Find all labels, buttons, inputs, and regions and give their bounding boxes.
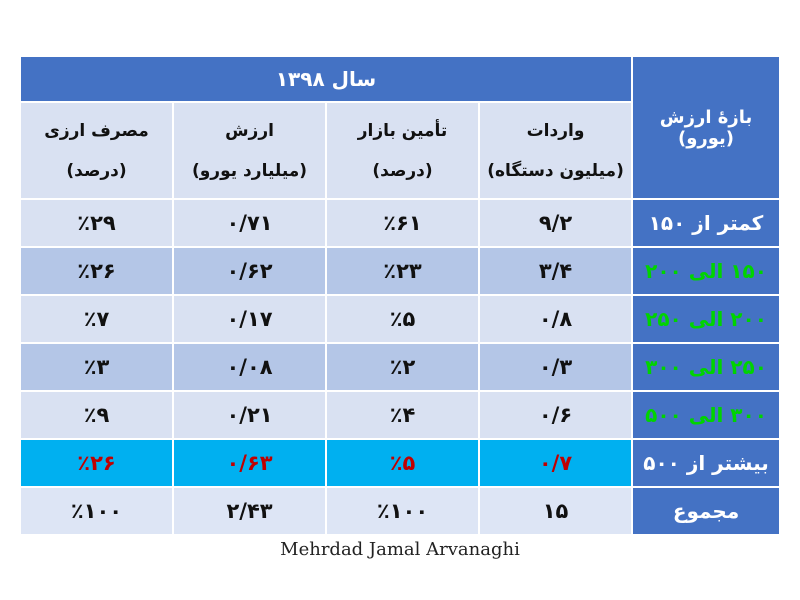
import-value-table: بازهٔ ارزش (یورو) سال ۱۳۹۸ واردات (میلیون… (18, 55, 782, 536)
table-row: ۲۵۰ الی ۳۰۰ ۰/۳ ٪۲ ۰/۰۸ ٪۳ (18, 342, 782, 392)
author-credit: Mehrdad Jamal Arvanaghi (280, 539, 520, 560)
table-cell: ٪۱۰۰ (325, 486, 481, 536)
col-header-imports: واردات (میلیون دستگاه) (478, 101, 634, 200)
table-cell: ۹/۲ (478, 198, 634, 248)
table-row: ۲۰۰ الی ۲۵۰ ۰/۸ ٪۵ ۰/۱۷ ٪۷ (18, 294, 782, 344)
table-cell: ۲/۴۳ (172, 486, 328, 536)
table-cell: ٪۲۶ (18, 438, 175, 488)
table-cell: ٪۵ (325, 438, 481, 488)
range-label: ۲۰۰ الی ۲۵۰ (631, 294, 782, 344)
table-cell: ۰/۷ (478, 438, 634, 488)
table-cell: ٪۲۹ (18, 198, 175, 248)
table-cell: ۰/۶ (478, 390, 634, 440)
table-cell: ٪۲۳ (325, 246, 481, 296)
table-cell: ٪۳ (18, 342, 175, 392)
table-cell: ٪۷ (18, 294, 175, 344)
range-label: ۲۵۰ الی ۳۰۰ (631, 342, 782, 392)
table-cell: ۰/۰۸ (172, 342, 328, 392)
table-cell: ۰/۸ (478, 294, 634, 344)
table-cell: ٪۱۰۰ (18, 486, 175, 536)
table-cell: ٪۵ (325, 294, 481, 344)
table-cell: ٪۲ (325, 342, 481, 392)
table-cell: ٪۹ (18, 390, 175, 440)
table-row-total: مجموع ۱۵ ٪۱۰۰ ۲/۴۳ ٪۱۰۰ (18, 486, 782, 536)
range-label: ۳۰۰ الی ۵۰۰ (631, 390, 782, 440)
table-cell: ۰/۱۷ (172, 294, 328, 344)
table-cell: ۰/۷۱ (172, 198, 328, 248)
year-title: سال ۱۳۹۸ (18, 55, 634, 103)
table-cell: ٪۶۱ (325, 198, 481, 248)
table-cell: ۰/۳ (478, 342, 634, 392)
table-cell: ۰/۲۱ (172, 390, 328, 440)
table-cell: ۰/۶۳ (172, 438, 328, 488)
table-row: ۱۵۰ الی ۲۰۰ ۳/۴ ٪۲۳ ۰/۶۲ ٪۲۶ (18, 246, 782, 296)
table-cell: ۰/۶۲ (172, 246, 328, 296)
range-label: ۱۵۰ الی ۲۰۰ (631, 246, 782, 296)
range-label: کمتر از ۱۵۰ (631, 198, 782, 248)
table-cell: ۱۵ (478, 486, 634, 536)
table-row: ۳۰۰ الی ۵۰۰ ۰/۶ ٪۴ ۰/۲۱ ٪۹ (18, 390, 782, 440)
table-cell: ٪۴ (325, 390, 481, 440)
table-row-highlighted: بیشتر از ۵۰۰ ۰/۷ ٪۵ ۰/۶۳ ٪۲۶ (18, 438, 782, 488)
col-header-currency-use: مصرف ارزی (درصد) (18, 101, 175, 200)
total-label: مجموع (631, 486, 782, 536)
table-cell: ٪۲۶ (18, 246, 175, 296)
col-header-market-supply: تأمین بازار (درصد) (325, 101, 481, 200)
table-row: کمتر از ۱۵۰ ۹/۲ ٪۶۱ ۰/۷۱ ٪۲۹ (18, 198, 782, 248)
value-range-header: بازهٔ ارزش (یورو) (631, 55, 782, 200)
col-header-value: ارزش (میلیارد یورو) (172, 101, 328, 200)
range-label: بیشتر از ۵۰۰ (631, 438, 782, 488)
table-cell: ۳/۴ (478, 246, 634, 296)
